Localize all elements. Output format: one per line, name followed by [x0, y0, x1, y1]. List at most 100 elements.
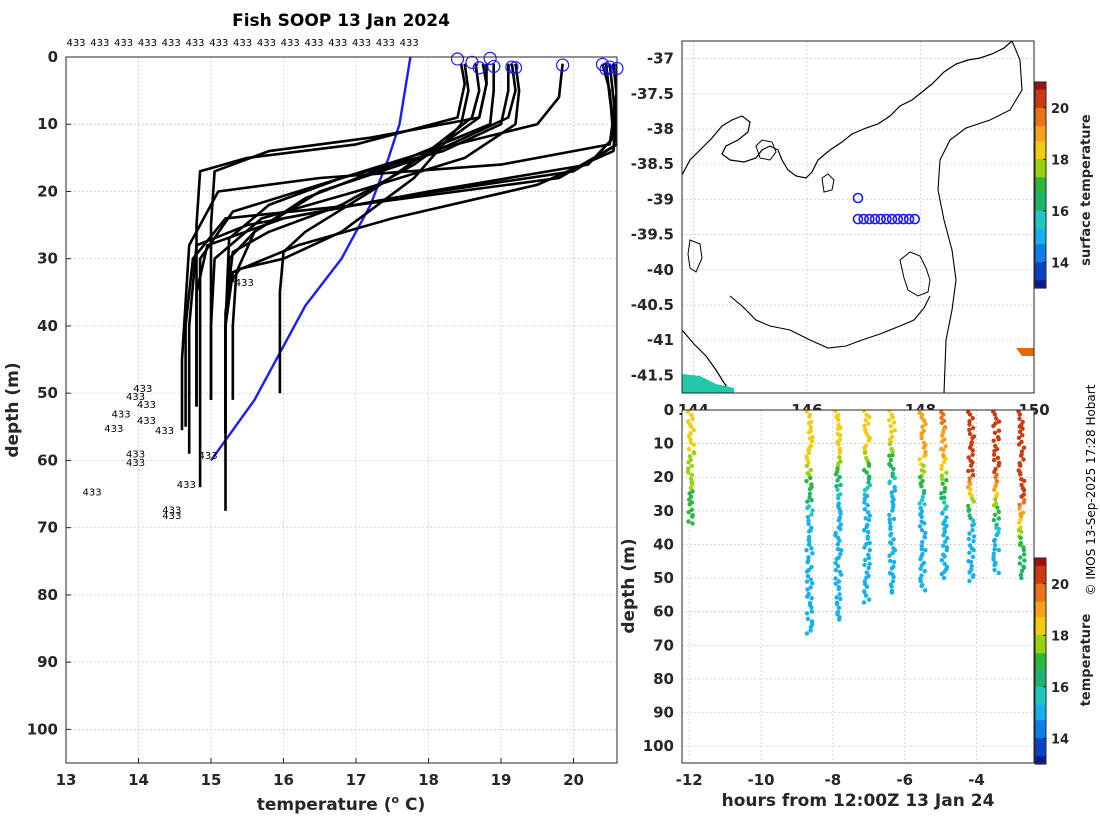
timeseries-axes-background	[682, 410, 1034, 763]
temperature-point	[808, 585, 813, 590]
temperature-point	[1017, 520, 1022, 525]
temperature-point	[690, 481, 695, 487]
colorbar-segment	[1035, 635, 1046, 639]
temperature-point	[806, 472, 812, 477]
temperature-colorbar-label: temperature	[1079, 614, 1094, 707]
temperature-point	[943, 539, 948, 544]
temperature-point	[995, 505, 1000, 510]
colorbar-segment	[1035, 231, 1046, 235]
map-tick-label-lat: -41.5	[631, 366, 674, 384]
temperature-point	[970, 425, 976, 431]
temperature-profile-line	[209, 63, 488, 400]
surface-marker	[450, 52, 465, 66]
temperature-point	[838, 511, 843, 516]
colorbar-segment	[1035, 112, 1046, 117]
temperature-point	[838, 526, 843, 532]
temperature-point	[1016, 435, 1022, 440]
temperature-point	[967, 570, 972, 575]
temperature-point	[806, 450, 812, 456]
temperature-point	[940, 439, 945, 444]
temperature-point	[690, 521, 695, 526]
temperature-point	[890, 415, 895, 420]
colorbar-segment	[1035, 249, 1046, 253]
colorbar-segment	[1035, 735, 1046, 739]
colorbar-segment	[1035, 715, 1046, 719]
colorbar-segment	[1035, 179, 1046, 184]
temperature-point	[833, 472, 839, 477]
timeseries-tick-label-x: -4	[968, 771, 985, 789]
map-tick-label-lat: -40.5	[631, 296, 674, 314]
colorbar-segment	[1035, 709, 1046, 714]
temperature-point	[887, 418, 892, 423]
profile-end-label: 433	[126, 458, 145, 469]
temperature-point	[889, 490, 894, 495]
temperature-point	[996, 463, 1001, 468]
profile-tick-label-y: 80	[37, 586, 58, 604]
timeseries-tick-label-y: 30	[653, 502, 674, 520]
temperature-point	[863, 593, 869, 598]
temperature-point	[968, 515, 973, 521]
temperature-point	[836, 442, 841, 447]
colorbar-segment	[1035, 570, 1046, 575]
temperature-point	[888, 526, 893, 532]
temperature-point	[922, 521, 927, 526]
temperature-point	[867, 414, 872, 420]
temperature-point	[891, 574, 896, 580]
colorbar-segment	[1035, 738, 1046, 742]
temperature-point	[891, 559, 897, 565]
colorbar-segment	[1035, 568, 1046, 572]
temperature-point	[996, 437, 1001, 442]
profile-tick-label-y: 50	[37, 384, 58, 402]
colorbar-segment	[1035, 159, 1046, 163]
colorbar-segment	[1035, 94, 1046, 99]
temperature-point	[804, 611, 810, 616]
map-tick-label-lat: -37.5	[631, 85, 674, 103]
temperature-point	[994, 493, 999, 499]
temperature-point	[808, 425, 813, 430]
colorbar-segment	[1035, 663, 1046, 667]
timeseries-tick-label-y: 10	[653, 435, 674, 453]
temperature-point	[805, 505, 810, 510]
profile-panel: 4334334334334334334334334334334334334334…	[3, 11, 624, 815]
colorbar-frame	[1034, 81, 1047, 289]
colorbar-segment	[1035, 558, 1046, 562]
colorbar-segment	[1035, 92, 1046, 96]
colorbar-segment	[1035, 213, 1046, 217]
colorbar-segment	[1035, 151, 1046, 155]
temperature-point	[808, 577, 813, 582]
colorbar-segment	[1035, 215, 1046, 220]
credit-text: © IMOS 13-Sep-2025 17:28 Hobart	[1084, 384, 1098, 595]
temperature-point	[864, 493, 870, 499]
temperature-point	[806, 421, 812, 426]
temperature-point	[864, 584, 870, 589]
colorbar-segment	[1035, 277, 1046, 281]
drop-position-marker	[852, 192, 864, 204]
colorbar-segment	[1035, 622, 1046, 626]
temperature-point	[941, 533, 946, 538]
temperature-point	[939, 491, 944, 496]
colorbar-tick-label: 18	[1051, 629, 1069, 644]
profile-end-label: 433	[137, 400, 156, 411]
map-tick-label-lat: -41	[647, 331, 674, 349]
flinders-island	[899, 251, 931, 297]
colorbar-tick-label: 14	[1051, 256, 1069, 271]
temperature-point	[941, 430, 946, 435]
temperature-point	[862, 487, 868, 493]
temperature-point	[1021, 547, 1026, 553]
temperature-point	[970, 416, 975, 421]
colorbar-segment	[1035, 727, 1046, 732]
colorbar-segment	[1035, 648, 1046, 652]
temperature-point	[971, 518, 976, 523]
temperature-point	[864, 570, 869, 575]
colorbar-segment	[1035, 694, 1046, 698]
temperature-point	[867, 483, 873, 488]
temperature-point	[993, 443, 998, 449]
colorbar-segment	[1035, 223, 1046, 227]
colorbar-segment	[1035, 722, 1046, 726]
temperature-point	[887, 441, 893, 447]
temperature-point	[922, 535, 928, 540]
colorbar-segment	[1035, 87, 1046, 91]
climatology-line	[210, 57, 412, 462]
top-label: 433	[90, 38, 109, 49]
colorbar-segment	[1035, 208, 1046, 212]
